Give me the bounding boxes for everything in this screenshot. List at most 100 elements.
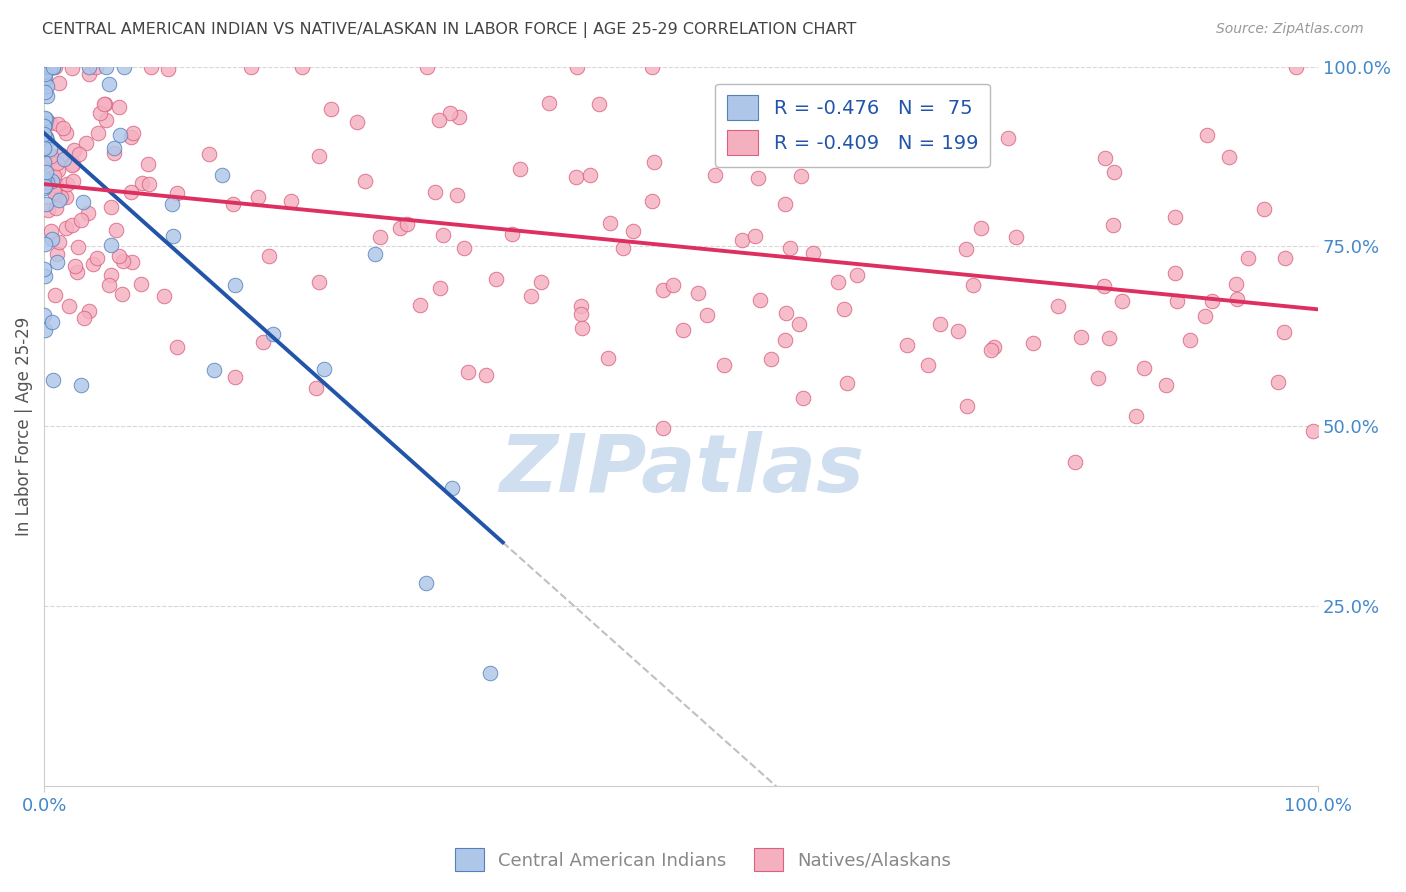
Point: [94, 60, 117, 74]
Point: [769, 131, 792, 145]
Point: [440, 481, 463, 495]
Point: [32, 60, 55, 74]
Point: [87, 126, 110, 140]
Point: [703, 168, 725, 182]
Point: [612, 241, 634, 255]
Point: [321, 102, 343, 116]
Point: [131, 176, 153, 190]
Point: [224, 277, 246, 292]
Point: [763, 108, 786, 122]
Point: [779, 241, 801, 255]
Point: [308, 149, 330, 163]
Point: [35, 60, 58, 74]
Point: [108, 100, 131, 114]
Text: ZIPatlas: ZIPatlas: [499, 431, 863, 508]
Point: [827, 275, 849, 289]
Point: [1201, 294, 1223, 309]
Point: [48, 76, 70, 90]
Point: [447, 110, 470, 124]
Point: [446, 188, 468, 202]
Point: [997, 130, 1019, 145]
Point: [56, 177, 79, 191]
Point: [641, 60, 664, 74]
Point: [1087, 371, 1109, 385]
Point: [52, 120, 75, 135]
Point: [1098, 331, 1121, 345]
Point: [1237, 251, 1260, 265]
Point: [37, 202, 59, 217]
Point: [55, 220, 77, 235]
Point: [569, 307, 592, 321]
Point: [1133, 360, 1156, 375]
Point: [45, 156, 67, 170]
Point: [166, 340, 188, 354]
Text: CENTRAL AMERICAN INDIAN VS NATIVE/ALASKAN IN LABOR FORCE | AGE 25-29 CORRELATION: CENTRAL AMERICAN INDIAN VS NATIVE/ALASKA…: [42, 22, 856, 38]
Point: [530, 275, 553, 289]
Point: [651, 421, 673, 435]
Point: [76, 206, 98, 220]
Point: [42, 60, 65, 74]
Point: [662, 277, 685, 292]
Point: [1253, 202, 1275, 216]
Point: [432, 227, 454, 242]
Point: [35, 60, 58, 74]
Point: [32, 154, 55, 169]
Point: [621, 224, 644, 238]
Point: [141, 60, 163, 74]
Point: [86, 252, 108, 266]
Point: [280, 194, 302, 208]
Point: [643, 154, 665, 169]
Point: [314, 362, 336, 376]
Point: [501, 227, 523, 241]
Point: [479, 666, 502, 681]
Point: [41, 60, 63, 74]
Point: [35, 112, 58, 127]
Point: [1164, 210, 1187, 224]
Point: [120, 129, 142, 144]
Point: [32, 141, 55, 155]
Point: [35, 88, 58, 103]
Point: [121, 126, 143, 140]
Point: [588, 97, 610, 112]
Point: [415, 575, 437, 590]
Point: [45, 201, 67, 215]
Point: [835, 376, 858, 390]
Point: [121, 254, 143, 268]
Point: [686, 285, 709, 300]
Point: [896, 135, 918, 149]
Point: [37, 177, 59, 191]
Point: [104, 222, 127, 236]
Point: [970, 221, 993, 235]
Point: [1226, 292, 1249, 306]
Point: [983, 340, 1005, 354]
Point: [41, 60, 63, 74]
Point: [34, 60, 56, 74]
Point: [42, 60, 65, 74]
Point: [569, 299, 592, 313]
Point: [37, 60, 59, 74]
Point: [34, 153, 56, 168]
Point: [77, 66, 100, 80]
Point: [44, 60, 66, 74]
Point: [34, 64, 56, 78]
Point: [598, 351, 620, 366]
Point: [427, 113, 450, 128]
Point: [37, 60, 59, 74]
Point: [949, 98, 972, 112]
Point: [34, 179, 56, 194]
Point: [89, 106, 111, 120]
Point: [34, 60, 56, 74]
Point: [138, 177, 160, 191]
Point: [55, 126, 77, 140]
Point: [457, 365, 479, 379]
Point: [100, 268, 122, 282]
Point: [77, 60, 100, 74]
Point: [368, 230, 391, 244]
Point: [980, 343, 1002, 357]
Point: [1102, 218, 1125, 232]
Point: [240, 60, 263, 74]
Point: [108, 128, 131, 143]
Point: [44, 288, 66, 302]
Point: [93, 96, 115, 111]
Point: [166, 186, 188, 200]
